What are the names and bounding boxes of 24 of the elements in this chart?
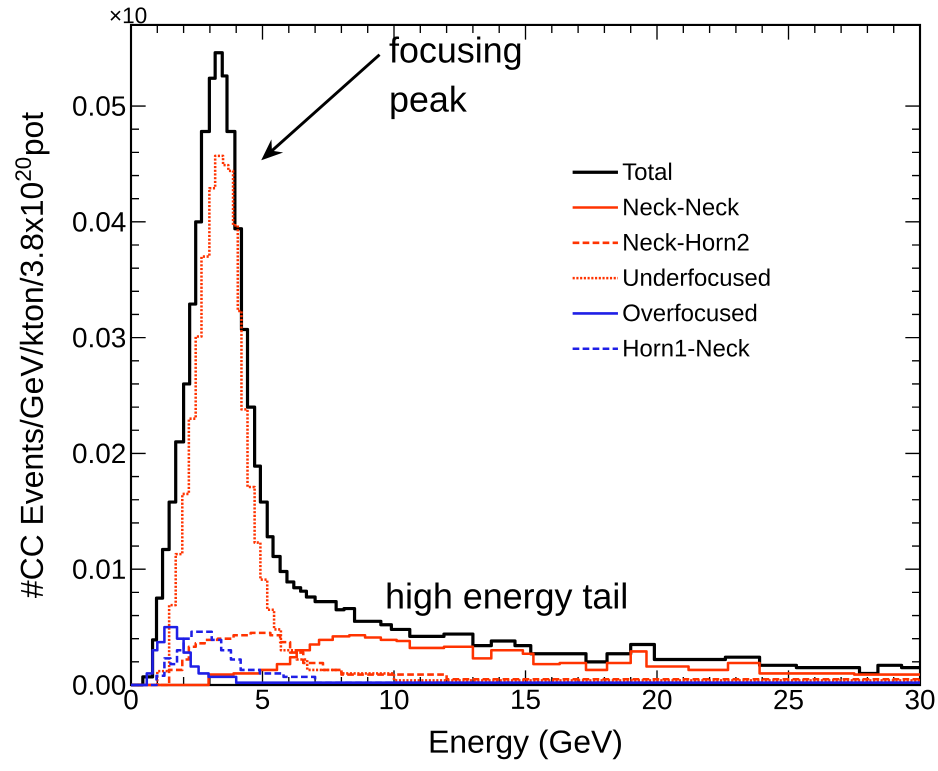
annotation: focusing peak bbox=[390, 36, 520, 120]
x-tick-label: 20 bbox=[642, 690, 672, 710]
legend-label: Neck-Neck bbox=[624, 198, 740, 216]
x-tick-label: 5 bbox=[256, 690, 270, 710]
y-tick-label: 0.03 bbox=[73, 328, 126, 348]
y-tick-label: 0.01 bbox=[73, 559, 125, 580]
legend-label: Overfocused bbox=[623, 304, 756, 322]
annotation: high energy tail bbox=[388, 582, 626, 616]
legend-label: Horn1-Neck bbox=[624, 339, 750, 357]
y-tick-label: 0.05 bbox=[73, 96, 126, 116]
y-axis-title: #CC Events/GeV/kton/3.8x10$^{20}$pot bbox=[15, 112, 50, 598]
text: ×10 bbox=[110, 7, 146, 24]
x-tick-label: 15 bbox=[512, 690, 540, 710]
y-tick-label: 0.00 bbox=[73, 675, 126, 695]
y-tick-label: 0.02 bbox=[73, 444, 125, 464]
x-tick-label: 0 bbox=[124, 690, 138, 710]
legend-label: Neck-Horn2 bbox=[624, 233, 749, 251]
y-tick-label: 0.04 bbox=[73, 212, 126, 232]
x-tick-label: 30 bbox=[906, 690, 934, 710]
x-axis-title: Energy (GeV) bbox=[430, 730, 621, 760]
legend-label: Total bbox=[622, 162, 672, 180]
x-tick-label: 10 bbox=[380, 690, 408, 710]
x-tick-label: 25 bbox=[774, 690, 803, 710]
legend-label: Underfocused bbox=[624, 268, 770, 286]
